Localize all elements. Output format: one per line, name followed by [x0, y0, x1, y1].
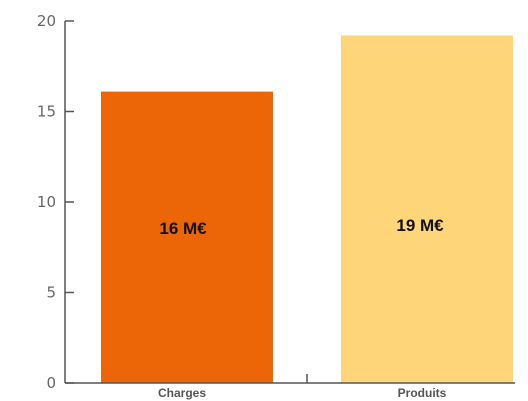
x-category-label: Produits — [398, 386, 447, 400]
y-axis: 0 5 10 15 20 — [37, 12, 74, 392]
x-category-label: Charges — [158, 386, 206, 400]
bars-group — [101, 35, 513, 383]
data-labels-group: 16 M€ 19 M€ — [159, 216, 444, 238]
bar-value-label: 16 M€ — [159, 219, 207, 238]
y-tick-label: 15 — [37, 103, 56, 121]
x-axis: Charges Produits — [65, 374, 515, 400]
bar-charges — [101, 91, 273, 383]
y-tick-label: 10 — [37, 193, 56, 211]
y-tick-label: 5 — [46, 284, 56, 302]
bar-value-label: 19 M€ — [396, 216, 444, 235]
y-tick-label: 0 — [46, 374, 56, 392]
y-tick-label: 20 — [37, 12, 56, 30]
bar-produits — [341, 35, 513, 383]
